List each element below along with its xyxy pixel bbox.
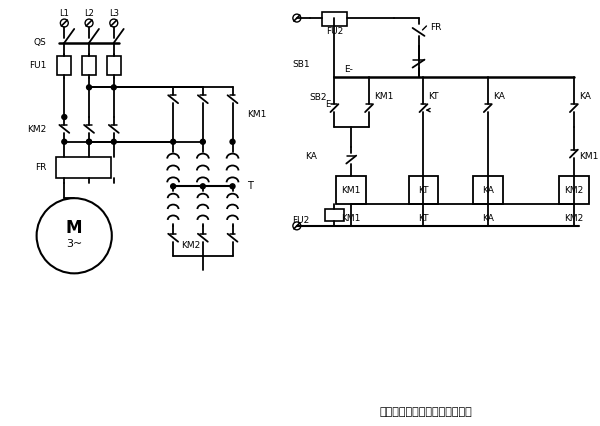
Text: E-: E- bbox=[344, 65, 353, 74]
Circle shape bbox=[86, 139, 92, 144]
Text: KA: KA bbox=[482, 214, 494, 223]
Text: L3: L3 bbox=[109, 9, 119, 17]
Text: FU2: FU2 bbox=[326, 27, 343, 37]
Bar bbox=[322, 12, 347, 26]
Text: 自耦变压器降压启动控制线路图: 自耦变压器降压启动控制线路图 bbox=[379, 407, 472, 417]
Text: KM1: KM1 bbox=[374, 92, 394, 101]
Text: KM2: KM2 bbox=[564, 214, 584, 223]
Text: E: E bbox=[325, 100, 331, 109]
Text: KM1: KM1 bbox=[247, 110, 267, 119]
Circle shape bbox=[293, 222, 301, 230]
Circle shape bbox=[200, 184, 205, 189]
Text: M: M bbox=[66, 219, 82, 237]
Circle shape bbox=[85, 19, 93, 27]
Text: KT: KT bbox=[428, 92, 439, 101]
Text: KT: KT bbox=[418, 214, 429, 223]
Bar bbox=[82, 56, 96, 75]
Bar bbox=[325, 209, 344, 221]
Text: SB2: SB2 bbox=[309, 93, 326, 102]
Text: KA: KA bbox=[579, 92, 591, 101]
Bar bbox=[559, 176, 589, 204]
Text: KM2: KM2 bbox=[27, 125, 47, 134]
Text: SB1: SB1 bbox=[292, 60, 310, 69]
Circle shape bbox=[230, 184, 235, 189]
Circle shape bbox=[62, 115, 67, 120]
Circle shape bbox=[200, 139, 205, 144]
Circle shape bbox=[170, 139, 176, 144]
Text: KA: KA bbox=[305, 152, 317, 161]
Circle shape bbox=[37, 198, 112, 273]
Circle shape bbox=[86, 139, 92, 144]
Circle shape bbox=[170, 184, 176, 189]
Text: KA: KA bbox=[493, 92, 505, 101]
Circle shape bbox=[112, 139, 116, 144]
Circle shape bbox=[293, 14, 301, 22]
Bar bbox=[337, 176, 366, 204]
Bar bbox=[58, 56, 71, 75]
Text: KM2: KM2 bbox=[181, 241, 200, 250]
Circle shape bbox=[230, 139, 235, 144]
Text: T: T bbox=[247, 181, 253, 191]
Circle shape bbox=[112, 85, 116, 90]
Circle shape bbox=[110, 19, 118, 27]
Text: KT: KT bbox=[418, 186, 429, 195]
Text: L2: L2 bbox=[84, 9, 94, 17]
Text: FR: FR bbox=[35, 163, 47, 172]
Bar bbox=[56, 157, 111, 178]
Text: FU1: FU1 bbox=[29, 61, 47, 70]
Bar bbox=[409, 176, 439, 204]
Circle shape bbox=[86, 85, 92, 90]
Text: KM1: KM1 bbox=[579, 152, 598, 161]
Text: FU2: FU2 bbox=[292, 216, 310, 225]
Text: KM1: KM1 bbox=[341, 186, 361, 195]
Text: 3~: 3~ bbox=[66, 239, 82, 249]
Text: QS: QS bbox=[34, 38, 47, 47]
Text: KA: KA bbox=[482, 186, 494, 195]
Text: KM2: KM2 bbox=[564, 186, 584, 195]
Bar bbox=[473, 176, 503, 204]
Circle shape bbox=[62, 139, 67, 144]
Text: KM1: KM1 bbox=[341, 214, 361, 223]
Bar bbox=[107, 56, 121, 75]
Text: FR: FR bbox=[430, 23, 442, 32]
Text: L1: L1 bbox=[59, 9, 69, 17]
Circle shape bbox=[61, 19, 68, 27]
